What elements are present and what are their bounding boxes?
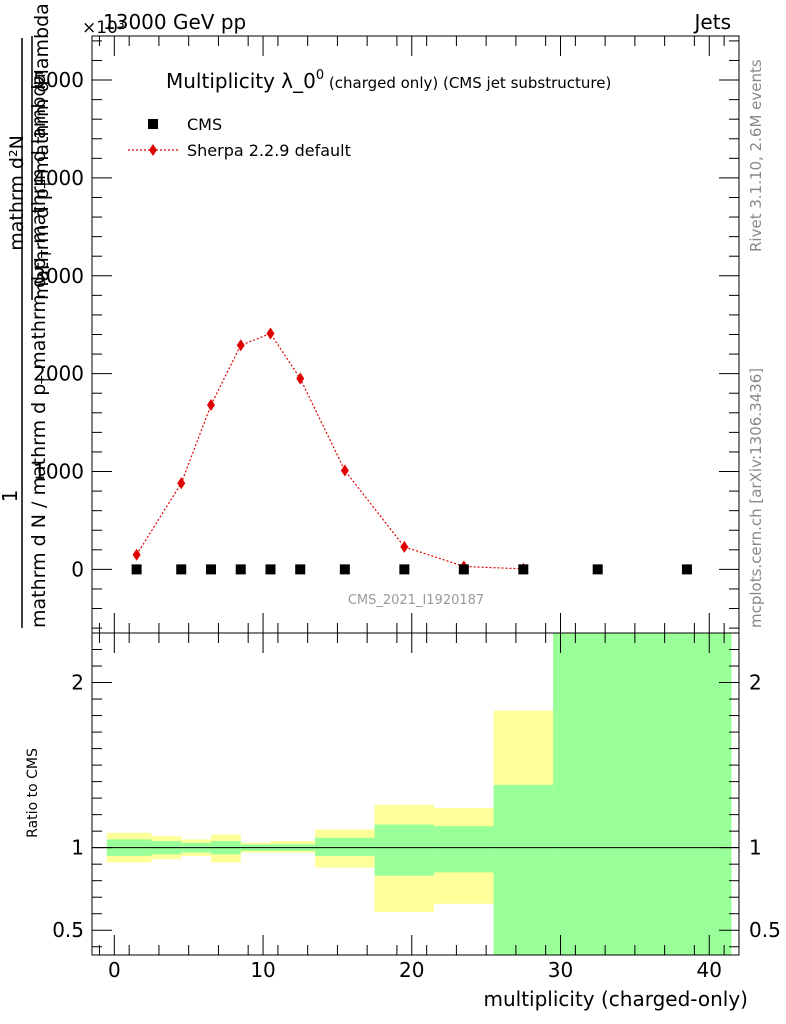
- x-axis: 0 10 20 30 40: [98, 36, 725, 982]
- ratio-band-inner: [493, 784, 554, 955]
- y-label-denominator: mathrm d N / mathrm d pT mathrm d pT mat…: [28, 73, 55, 628]
- sherpa-point: [400, 540, 409, 553]
- x-tick-label: 30: [548, 958, 573, 982]
- cms-point: [399, 564, 410, 575]
- ratio-bands: [106, 633, 732, 955]
- ratio-tick-label: 0.5: [52, 918, 84, 942]
- cms-series: [131, 564, 692, 575]
- cms-point: [339, 564, 350, 575]
- ratio-band-inner: [553, 633, 732, 955]
- ratio-panel: 0.5 0.5 1 1 2 2 Ratio to CMS: [25, 632, 781, 956]
- cms-point: [131, 564, 142, 575]
- y-exponent: ×10³: [82, 18, 125, 38]
- x-axis-label: multiplicity (charged-only): [483, 987, 748, 1011]
- y-tick-label: 3000: [33, 264, 84, 288]
- ratio-frame: [91, 632, 740, 956]
- cms-point: [592, 564, 603, 575]
- main-panel: CMS_2021_I1920187 0 1000 2000 3000 4000 5000: [33, 35, 740, 634]
- ratio-tick-label: 1: [71, 836, 84, 860]
- plot-title: Multiplicity λ_00 (charged only) (CMS je…: [166, 68, 611, 93]
- x-tick-label: 40: [697, 958, 722, 982]
- y-label-one: 1: [0, 490, 22, 503]
- ratio-ticks: 0.5 0.5 1 1 2 2: [52, 649, 781, 948]
- energy-label: 13000 GeV pp: [103, 10, 246, 34]
- legend-cms-marker: [148, 119, 158, 129]
- ratio-tick-label-right: 0.5: [749, 918, 781, 942]
- ratio-tick-label-right: 2: [749, 671, 762, 695]
- ratio-y-label: Ratio to CMS: [25, 748, 41, 838]
- y-label-numerator-top: mathrm d²N: [6, 135, 28, 251]
- sherpa-line: [136, 332, 524, 570]
- ratio-band-inner: [434, 826, 494, 873]
- ratio-tick-label-right: 1: [749, 836, 762, 860]
- main-ticks: 0 1000 2000 3000 4000 5000: [33, 40, 739, 629]
- x-tick-label: 10: [250, 958, 275, 982]
- cms-point: [458, 564, 469, 575]
- sherpa-point: [266, 327, 275, 340]
- cms-point: [681, 564, 692, 575]
- cms-point: [205, 564, 216, 575]
- x-tick-label: 0: [108, 958, 121, 982]
- legend-cms-label: CMS: [187, 115, 222, 134]
- watermark: CMS_2021_I1920187: [348, 593, 484, 608]
- ratio-band-inner: [374, 824, 435, 876]
- y-tick-label: 2000: [33, 362, 84, 386]
- cms-point: [265, 564, 276, 575]
- sherpa-point: [340, 464, 349, 477]
- y-tick-label: 0: [71, 557, 84, 581]
- ratio-band-inner: [315, 837, 375, 856]
- sherpa-point: [236, 339, 245, 352]
- cms-point: [295, 564, 306, 575]
- legend: CMS Sherpa 2.2.9 default: [128, 115, 351, 160]
- y-tick-label: 5000: [33, 68, 84, 92]
- x-tick-label: 20: [399, 958, 424, 982]
- legend-sherpa-marker: [149, 144, 157, 156]
- cms-point: [176, 564, 187, 575]
- mcplots-label: mcplots.cern.ch [arXiv:1306.3436]: [747, 368, 765, 628]
- rivet-label: Rivet 3.1.10, 2.6M events: [747, 59, 765, 252]
- sherpa-point: [206, 398, 215, 411]
- main-y-axis-label: 1 mathrm d N / mathrm d pT mathrm d pT m…: [0, 3, 58, 628]
- process-label: Jets: [693, 10, 731, 34]
- cms-point: [518, 564, 529, 575]
- sherpa-point: [177, 477, 186, 490]
- sherpa-series: [132, 327, 528, 575]
- cms-point: [235, 564, 246, 575]
- legend-sherpa-label: Sherpa 2.2.9 default: [187, 141, 351, 160]
- y-label-numerator-bottom: mathrm d pT mathrm d lambda: [31, 3, 58, 300]
- sherpa-point: [132, 548, 141, 561]
- ratio-tick-label: 2: [71, 671, 84, 695]
- sherpa-point: [296, 372, 305, 385]
- y-tick-label: 1000: [33, 460, 84, 484]
- y-tick-label: 4000: [33, 166, 84, 190]
